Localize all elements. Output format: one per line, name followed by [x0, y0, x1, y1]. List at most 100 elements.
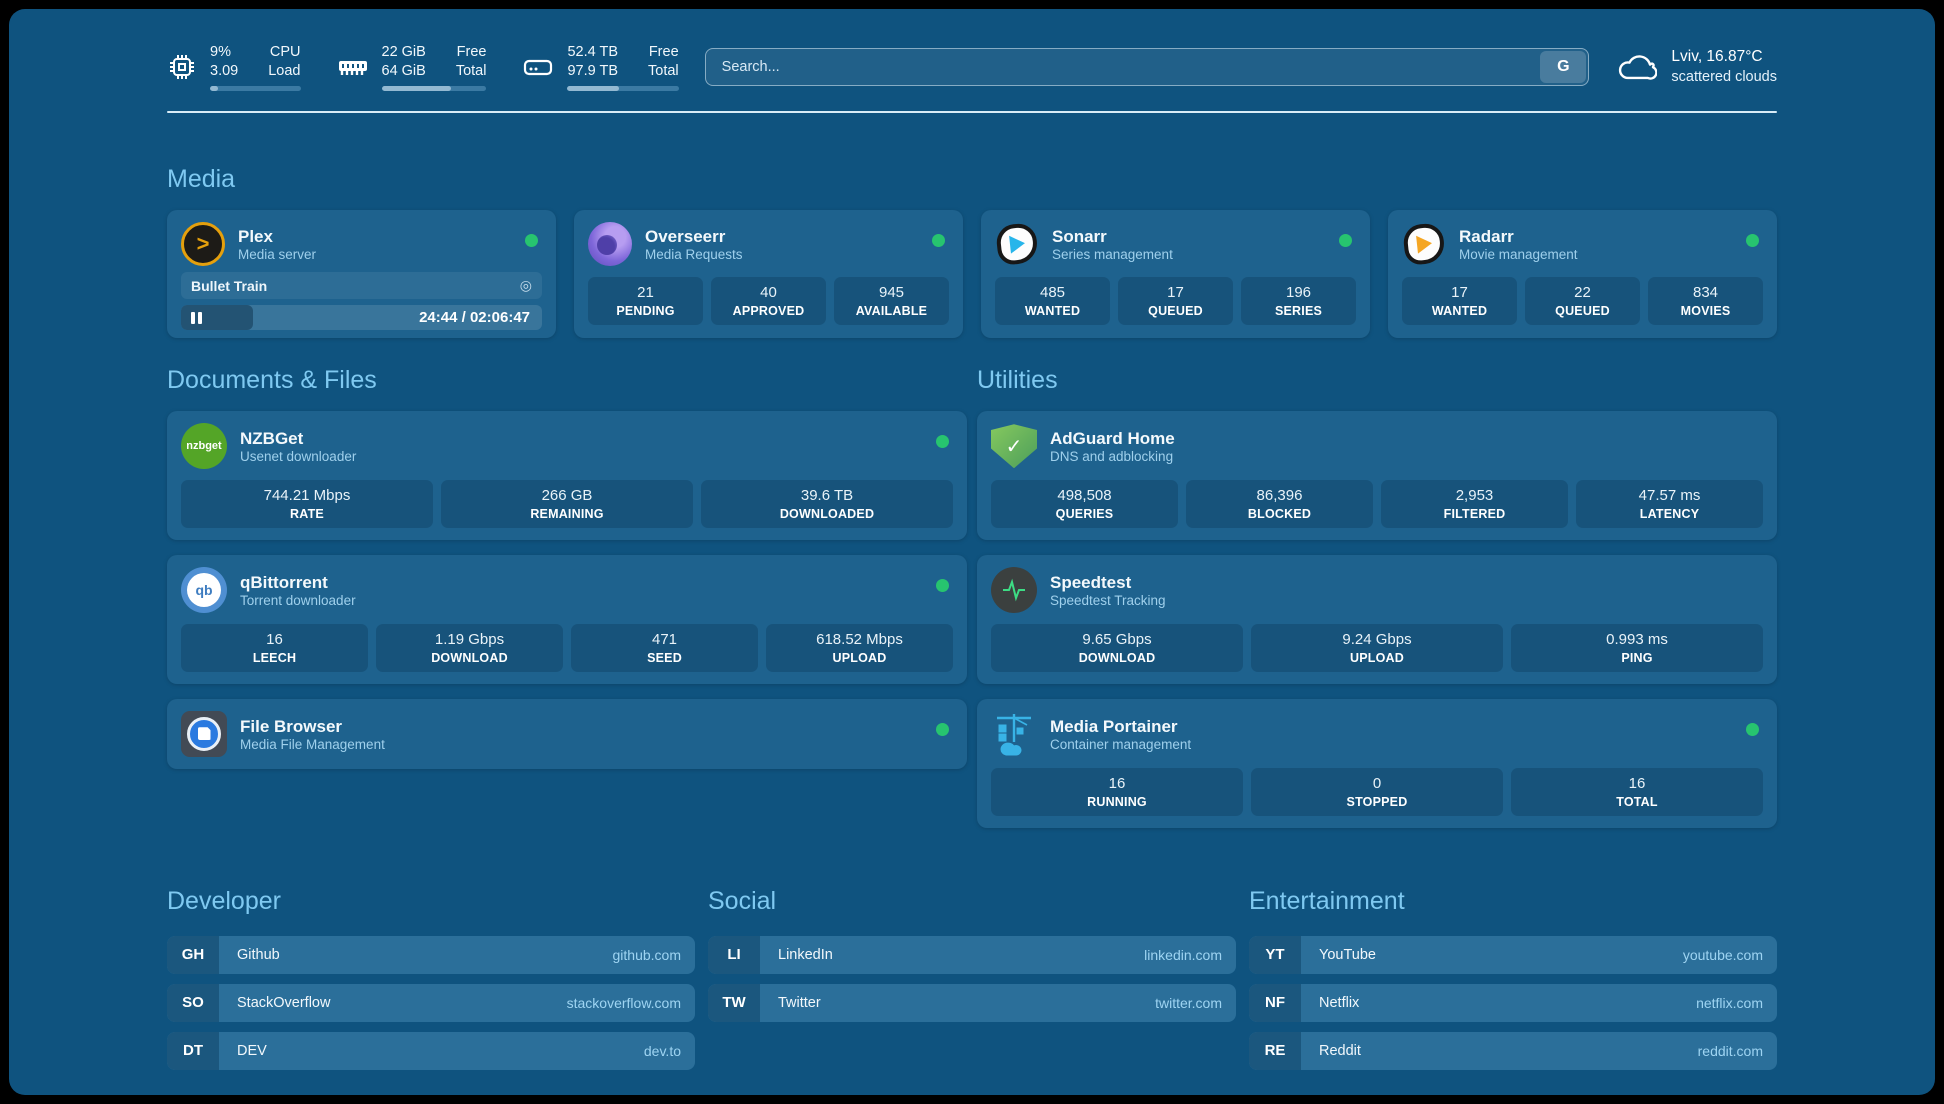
section-title-media: Media — [167, 165, 236, 194]
link-abbr: LI — [708, 935, 760, 974]
link-name: DEV — [237, 1042, 267, 1059]
stat-tile: 744.21 Mbps RATE — [181, 480, 433, 528]
stat-tile: 498,508 QUERIES — [991, 480, 1178, 528]
link-abbr: TW — [708, 983, 760, 1022]
stat-tile: 196 SERIES — [1241, 277, 1356, 325]
plex-icon: > — [181, 222, 225, 267]
link-reddit[interactable]: RE Reddit reddit.com — [1249, 1031, 1777, 1070]
status-indicator — [936, 435, 949, 449]
cpu-progress-bar — [210, 86, 301, 92]
stat-tile: 0 STOPPED — [1251, 767, 1503, 816]
stat-tile: 16 LEECH — [181, 624, 368, 672]
stat-tile: 0.993 ms PING — [1511, 624, 1763, 672]
stat-tile: 47.57 ms LATENCY — [1576, 480, 1763, 528]
app-card-plex[interactable]: > Plex Media server Bullet Train ◎ 24:44… — [167, 210, 556, 339]
app-subtitle: DNS and adblocking — [1050, 449, 1174, 465]
playback-progress-bar[interactable]: 24:44 / 02:06:47 — [181, 305, 542, 331]
stat-tile: 16 RUNNING — [991, 767, 1243, 816]
header-divider — [167, 111, 1777, 114]
stat-tile: 2,953 FILTERED — [1381, 480, 1568, 528]
documents-column: Documents & Files nzbget NZBGet Usenet d… — [167, 338, 967, 842]
stat-tile: 39.6 TB DOWNLOADED — [701, 480, 953, 528]
pause-icon[interactable] — [191, 311, 202, 324]
app-name: Speedtest — [1050, 572, 1132, 592]
link-url: netflix.com — [1696, 994, 1763, 1011]
disk-icon — [524, 60, 553, 76]
link-name: LinkedIn — [778, 946, 833, 963]
stat-tile: 40 APPROVED — [711, 277, 826, 325]
media-grid: > Plex Media server Bullet Train ◎ 24:44… — [167, 210, 1777, 339]
stat-tile: 834 MOVIES — [1648, 277, 1763, 325]
stat-tile: 86,396 BLOCKED — [1186, 480, 1373, 528]
link-url: youtube.com — [1682, 946, 1763, 963]
overseerr-icon — [588, 222, 632, 267]
app-card-nzbget[interactable]: nzbget NZBGet Usenet downloader 744.21 M… — [167, 411, 967, 540]
app-name: NZBGet — [240, 429, 304, 449]
section-title-developer: Developer — [167, 886, 281, 915]
link-abbr: RE — [1249, 1031, 1301, 1070]
memory-total-label: Total — [455, 63, 487, 80]
app-card-overseerr[interactable]: Overseerr Media Requests 21 PENDING 40 A… — [574, 210, 963, 339]
memory-progress-bar — [381, 86, 487, 92]
link-github[interactable]: GH Github github.com — [167, 935, 695, 974]
cloud-icon — [1619, 55, 1658, 80]
link-stackoverflow[interactable]: SO StackOverflow stackoverflow.com — [167, 983, 695, 1022]
adguard-icon: ✓ — [991, 424, 1037, 469]
link-name: StackOverflow — [237, 994, 331, 1011]
disk-stat: 52.4 TB 97.9 TB Free Total — [522, 43, 679, 92]
playback-time: 24:44 / 02:06:47 — [419, 309, 530, 327]
section-title-entertainment: Entertainment — [1249, 886, 1405, 915]
link-name: Netflix — [1319, 994, 1360, 1011]
weather-condition: scattered clouds — [1671, 68, 1777, 85]
link-url: github.com — [612, 946, 681, 963]
now-playing-session-icon[interactable]: ◎ — [519, 277, 532, 294]
stat-tile: 9.24 Gbps UPLOAD — [1251, 624, 1503, 672]
app-subtitle: Media Requests — [645, 247, 743, 263]
section-title-documents: Documents & Files — [167, 366, 377, 395]
app-card-qbittorrent[interactable]: qb qBittorrent Torrent downloader 16 LEE… — [167, 555, 967, 684]
status-indicator — [1339, 234, 1352, 248]
app-name: qBittorrent — [240, 572, 328, 592]
link-twitter[interactable]: TW Twitter twitter.com — [708, 983, 1236, 1022]
link-name: YouTube — [1319, 946, 1376, 963]
stat-tile: 1.19 Gbps DOWNLOAD — [376, 624, 563, 672]
stat-tile: 22 QUEUED — [1525, 277, 1640, 325]
dashboard: 9% 3.09 CPU Load — [9, 9, 1935, 1095]
disk-progress-bar — [567, 86, 679, 92]
app-name: Media Portainer — [1050, 716, 1178, 736]
app-card-sonarr[interactable]: Sonarr Series management 485 WANTED 17 Q… — [981, 210, 1370, 339]
link-linkedin[interactable]: LI LinkedIn linkedin.com — [708, 935, 1236, 974]
portainer-icon — [997, 713, 1031, 756]
stat-tile: 945 AVAILABLE — [834, 277, 949, 325]
search-input[interactable] — [704, 48, 1590, 87]
stat-tile: 21 PENDING — [588, 277, 703, 325]
app-subtitle: Container management — [1050, 736, 1192, 752]
top-bar: 9% 3.09 CPU Load — [167, 43, 1777, 92]
link-dev[interactable]: DT DEV dev.to — [167, 1031, 695, 1070]
app-card-portainer[interactable]: Media Portainer Container management 16 … — [977, 698, 1777, 828]
app-subtitle: Speedtest Tracking — [1050, 593, 1166, 609]
sonarr-icon — [995, 222, 1039, 267]
app-name: Sonarr — [1052, 227, 1107, 247]
cpu-usage-label: CPU — [269, 44, 301, 60]
cpu-load-value: 3.09 — [210, 63, 239, 80]
app-card-radarr[interactable]: Radarr Movie management 17 WANTED 22 QUE… — [1388, 210, 1777, 339]
app-card-speedtest[interactable]: Speedtest Speedtest Tracking 9.65 Gbps D… — [977, 555, 1777, 684]
now-playing-row[interactable]: Bullet Train ◎ — [181, 272, 542, 300]
link-url: stackoverflow.com — [566, 994, 681, 1011]
memory-stat: 22 GiB 64 GiB Free Total — [337, 43, 487, 92]
link-url: linkedin.com — [1144, 946, 1222, 963]
link-netflix[interactable]: NF Netflix netflix.com — [1249, 983, 1777, 1022]
app-card-adguard[interactable]: ✓ AdGuard Home DNS and adblocking 498,50… — [977, 411, 1777, 540]
status-indicator — [1746, 234, 1759, 248]
stat-tile: 471 SEED — [571, 624, 758, 672]
search-engine-button[interactable]: G — [1540, 51, 1587, 84]
link-name: Twitter — [778, 994, 821, 1011]
weather-location-temp: Lviv, 16.87°C — [1671, 47, 1763, 65]
link-name: Reddit — [1319, 1042, 1361, 1059]
link-youtube[interactable]: YT YouTube youtube.com — [1249, 935, 1777, 974]
social-column: Social LI LinkedIn linkedin.com TW Twitt… — [708, 843, 1236, 1080]
link-abbr: SO — [167, 983, 219, 1022]
app-card-filebrowser[interactable]: File Browser Media File Management — [167, 698, 967, 769]
app-subtitle: Movie management — [1459, 247, 1578, 263]
